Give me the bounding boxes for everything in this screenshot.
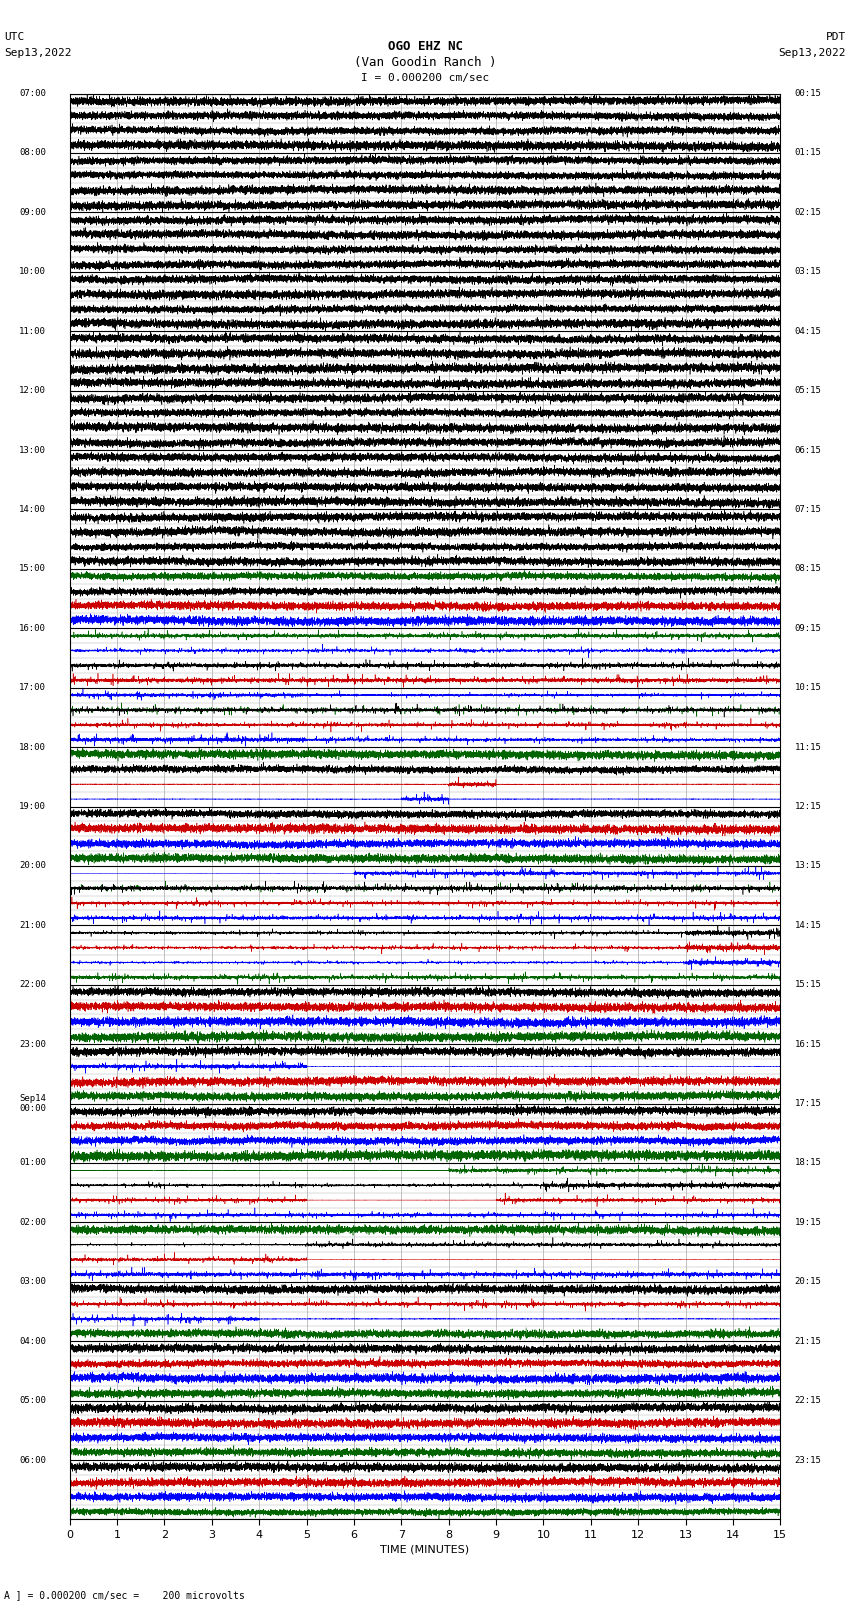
Text: 20:15: 20:15 — [795, 1277, 821, 1286]
Text: 12:00: 12:00 — [20, 386, 46, 395]
Text: 23:15: 23:15 — [795, 1455, 821, 1465]
Text: 15:15: 15:15 — [795, 981, 821, 989]
Text: 18:15: 18:15 — [795, 1158, 821, 1168]
Text: 13:00: 13:00 — [20, 445, 46, 455]
Text: 07:00: 07:00 — [20, 89, 46, 98]
Text: 01:00: 01:00 — [20, 1158, 46, 1168]
Text: PDT: PDT — [825, 32, 846, 42]
Text: 22:15: 22:15 — [795, 1397, 821, 1405]
Text: 19:15: 19:15 — [795, 1218, 821, 1227]
Text: 11:00: 11:00 — [20, 327, 46, 336]
Text: 07:15: 07:15 — [795, 505, 821, 515]
Text: 08:00: 08:00 — [20, 148, 46, 158]
Text: 01:15: 01:15 — [795, 148, 821, 158]
Text: 15:00: 15:00 — [20, 565, 46, 573]
Text: 00:15: 00:15 — [795, 89, 821, 98]
Text: 04:00: 04:00 — [20, 1337, 46, 1345]
Text: 17:00: 17:00 — [20, 684, 46, 692]
Text: 09:15: 09:15 — [795, 624, 821, 632]
Text: 11:15: 11:15 — [795, 742, 821, 752]
Text: Sep13,2022: Sep13,2022 — [779, 48, 846, 58]
Text: 19:00: 19:00 — [20, 802, 46, 811]
Text: 04:15: 04:15 — [795, 327, 821, 336]
Text: 12:15: 12:15 — [795, 802, 821, 811]
Text: 02:00: 02:00 — [20, 1218, 46, 1227]
Text: 03:15: 03:15 — [795, 268, 821, 276]
Text: Sep13,2022: Sep13,2022 — [4, 48, 71, 58]
Text: 10:15: 10:15 — [795, 684, 821, 692]
Text: 06:00: 06:00 — [20, 1455, 46, 1465]
Text: 21:00: 21:00 — [20, 921, 46, 929]
Text: 08:15: 08:15 — [795, 565, 821, 573]
Text: 16:00: 16:00 — [20, 624, 46, 632]
Text: 21:15: 21:15 — [795, 1337, 821, 1345]
Text: 10:00: 10:00 — [20, 268, 46, 276]
Text: OGO EHZ NC: OGO EHZ NC — [388, 40, 462, 53]
Text: 17:15: 17:15 — [795, 1098, 821, 1108]
Text: 13:15: 13:15 — [795, 861, 821, 871]
Text: Sep14
00:00: Sep14 00:00 — [20, 1094, 46, 1113]
Text: 05:00: 05:00 — [20, 1397, 46, 1405]
Text: 14:15: 14:15 — [795, 921, 821, 929]
Text: 20:00: 20:00 — [20, 861, 46, 871]
Text: 09:00: 09:00 — [20, 208, 46, 216]
Text: 14:00: 14:00 — [20, 505, 46, 515]
Text: 22:00: 22:00 — [20, 981, 46, 989]
Text: A ] = 0.000200 cm/sec =    200 microvolts: A ] = 0.000200 cm/sec = 200 microvolts — [4, 1590, 245, 1600]
Text: 18:00: 18:00 — [20, 742, 46, 752]
Text: 16:15: 16:15 — [795, 1040, 821, 1048]
Text: 05:15: 05:15 — [795, 386, 821, 395]
Text: 02:15: 02:15 — [795, 208, 821, 216]
Text: UTC: UTC — [4, 32, 25, 42]
Text: (Van Goodin Ranch ): (Van Goodin Ranch ) — [354, 56, 496, 69]
Text: 06:15: 06:15 — [795, 445, 821, 455]
Text: 03:00: 03:00 — [20, 1277, 46, 1286]
X-axis label: TIME (MINUTES): TIME (MINUTES) — [381, 1544, 469, 1553]
Text: 23:00: 23:00 — [20, 1040, 46, 1048]
Text: I = 0.000200 cm/sec: I = 0.000200 cm/sec — [361, 73, 489, 82]
